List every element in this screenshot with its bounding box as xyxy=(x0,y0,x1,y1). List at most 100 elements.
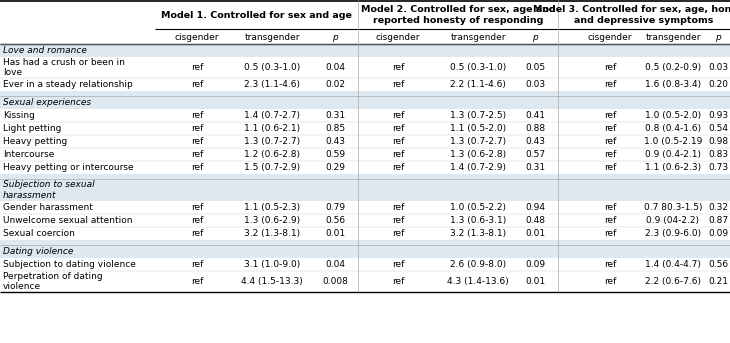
Text: ref: ref xyxy=(604,150,616,159)
Bar xyxy=(0,227,730,240)
Text: 3.1 (1.0-9.0): 3.1 (1.0-9.0) xyxy=(244,260,300,269)
Text: 0.31: 0.31 xyxy=(325,111,345,120)
Text: 1.3 (0.7-2.7): 1.3 (0.7-2.7) xyxy=(244,137,300,146)
Text: Model 3. Controlled for sex, age, honesty
and depressive symptoms: Model 3. Controlled for sex, age, honest… xyxy=(534,5,730,25)
Text: 1.3 (0.7-2.5): 1.3 (0.7-2.5) xyxy=(450,111,506,120)
Text: p: p xyxy=(715,33,721,42)
Bar xyxy=(0,271,730,292)
Text: ref: ref xyxy=(604,277,616,286)
Text: 0.29: 0.29 xyxy=(325,163,345,172)
Text: 1.1 (0.5-2.3): 1.1 (0.5-2.3) xyxy=(244,203,300,212)
Text: ref: ref xyxy=(191,260,203,269)
Text: Sexual experiences: Sexual experiences xyxy=(3,98,91,107)
Text: 0.54: 0.54 xyxy=(708,124,728,133)
Text: 2.2 (1.1-4.6): 2.2 (1.1-4.6) xyxy=(450,80,506,89)
Text: 0.43: 0.43 xyxy=(325,137,345,146)
Text: 0.73: 0.73 xyxy=(708,163,728,172)
Text: Model 2. Controlled for sex, age and
reported honesty of responding: Model 2. Controlled for sex, age and rep… xyxy=(361,5,556,25)
Text: ref: ref xyxy=(191,277,203,286)
Text: 4.4 (1.5-13.3): 4.4 (1.5-13.3) xyxy=(241,277,303,286)
Text: 2.2 (0.6-7.6): 2.2 (0.6-7.6) xyxy=(645,277,701,286)
Text: 0.03: 0.03 xyxy=(525,80,545,89)
Text: 0.01: 0.01 xyxy=(325,229,345,238)
Text: p: p xyxy=(332,33,338,42)
Text: ref: ref xyxy=(604,137,616,146)
Text: Subjection to sexual
harassment: Subjection to sexual harassment xyxy=(3,180,95,200)
Text: 0.04: 0.04 xyxy=(325,63,345,72)
Text: 0.04: 0.04 xyxy=(325,260,345,269)
Text: 0.87: 0.87 xyxy=(708,216,728,225)
Text: 0.01: 0.01 xyxy=(525,229,545,238)
Text: ref: ref xyxy=(191,150,203,159)
Text: Dating violence: Dating violence xyxy=(3,247,74,256)
Text: ref: ref xyxy=(392,277,404,286)
Bar xyxy=(0,91,730,96)
Text: 1.3 (0.6-2.8): 1.3 (0.6-2.8) xyxy=(450,150,506,159)
Text: ref: ref xyxy=(392,63,404,72)
Text: Heavy petting: Heavy petting xyxy=(3,137,67,146)
Text: Unwelcome sexual attention: Unwelcome sexual attention xyxy=(3,216,133,225)
Text: Light petting: Light petting xyxy=(3,124,61,133)
Text: 0.83: 0.83 xyxy=(708,150,728,159)
Bar xyxy=(0,57,730,78)
Text: ref: ref xyxy=(604,203,616,212)
Text: ref: ref xyxy=(191,80,203,89)
Text: ref: ref xyxy=(392,124,404,133)
Text: 0.9 (0.4-2.1): 0.9 (0.4-2.1) xyxy=(645,150,701,159)
Text: 0.56: 0.56 xyxy=(708,260,728,269)
Bar xyxy=(0,96,730,109)
Bar xyxy=(0,30,730,44)
Text: ref: ref xyxy=(191,111,203,120)
Text: ref: ref xyxy=(392,203,404,212)
Text: 0.09: 0.09 xyxy=(708,229,728,238)
Text: 0.93: 0.93 xyxy=(708,111,728,120)
Text: 0.43: 0.43 xyxy=(525,137,545,146)
Text: Sexual coercion: Sexual coercion xyxy=(3,229,75,238)
Text: cisgender: cisgender xyxy=(174,33,219,42)
Text: 1.0 (0.5-2.19: 1.0 (0.5-2.19 xyxy=(644,137,702,146)
Text: ref: ref xyxy=(191,124,203,133)
Text: ref: ref xyxy=(392,260,404,269)
Text: ref: ref xyxy=(191,203,203,212)
Text: 0.56: 0.56 xyxy=(325,216,345,225)
Text: Intercourse: Intercourse xyxy=(3,150,54,159)
Bar xyxy=(0,0,730,30)
Text: transgender: transgender xyxy=(245,33,300,42)
Text: 1.1 (0.6-2.3): 1.1 (0.6-2.3) xyxy=(645,163,701,172)
Text: 1.3 (0.6-3.1): 1.3 (0.6-3.1) xyxy=(450,216,506,225)
Text: 0.31: 0.31 xyxy=(525,163,545,172)
Text: 0.57: 0.57 xyxy=(525,150,545,159)
Text: 0.9 (04-2.2): 0.9 (04-2.2) xyxy=(647,216,699,225)
Text: ref: ref xyxy=(392,80,404,89)
Text: transgender: transgender xyxy=(645,33,701,42)
Text: Subjection to dating violence: Subjection to dating violence xyxy=(3,260,136,269)
Text: 0.05: 0.05 xyxy=(525,63,545,72)
Text: 3.2 (1.3-8.1): 3.2 (1.3-8.1) xyxy=(450,229,506,238)
Text: 0.79: 0.79 xyxy=(325,203,345,212)
Text: 0.88: 0.88 xyxy=(525,124,545,133)
Text: ref: ref xyxy=(191,63,203,72)
Text: Gender harassment: Gender harassment xyxy=(3,203,93,212)
Text: 0.21: 0.21 xyxy=(708,277,728,286)
Text: 0.5 (0.2-0.9): 0.5 (0.2-0.9) xyxy=(645,63,701,72)
Text: 0.98: 0.98 xyxy=(708,137,728,146)
Text: ref: ref xyxy=(392,163,404,172)
Text: 0.02: 0.02 xyxy=(325,80,345,89)
Text: 0.85: 0.85 xyxy=(325,124,345,133)
Text: 1.4 (0.4-4.7): 1.4 (0.4-4.7) xyxy=(645,260,701,269)
Bar xyxy=(0,135,730,148)
Text: ref: ref xyxy=(392,229,404,238)
Text: p: p xyxy=(532,33,538,42)
Text: ref: ref xyxy=(392,111,404,120)
Text: ref: ref xyxy=(604,163,616,172)
Text: 0.20: 0.20 xyxy=(708,80,728,89)
Text: 1.4 (0.7-2.7): 1.4 (0.7-2.7) xyxy=(244,111,300,120)
Text: 3.2 (1.3-8.1): 3.2 (1.3-8.1) xyxy=(244,229,300,238)
Text: Heavy petting or intercourse: Heavy petting or intercourse xyxy=(3,163,134,172)
Text: 0.01: 0.01 xyxy=(525,277,545,286)
Text: 1.3 (0.6-2.9): 1.3 (0.6-2.9) xyxy=(244,216,300,225)
Text: 0.03: 0.03 xyxy=(708,63,728,72)
Text: 1.5 (0.7-2.9): 1.5 (0.7-2.9) xyxy=(244,163,300,172)
Text: ref: ref xyxy=(191,163,203,172)
Text: 0.59: 0.59 xyxy=(325,150,345,159)
